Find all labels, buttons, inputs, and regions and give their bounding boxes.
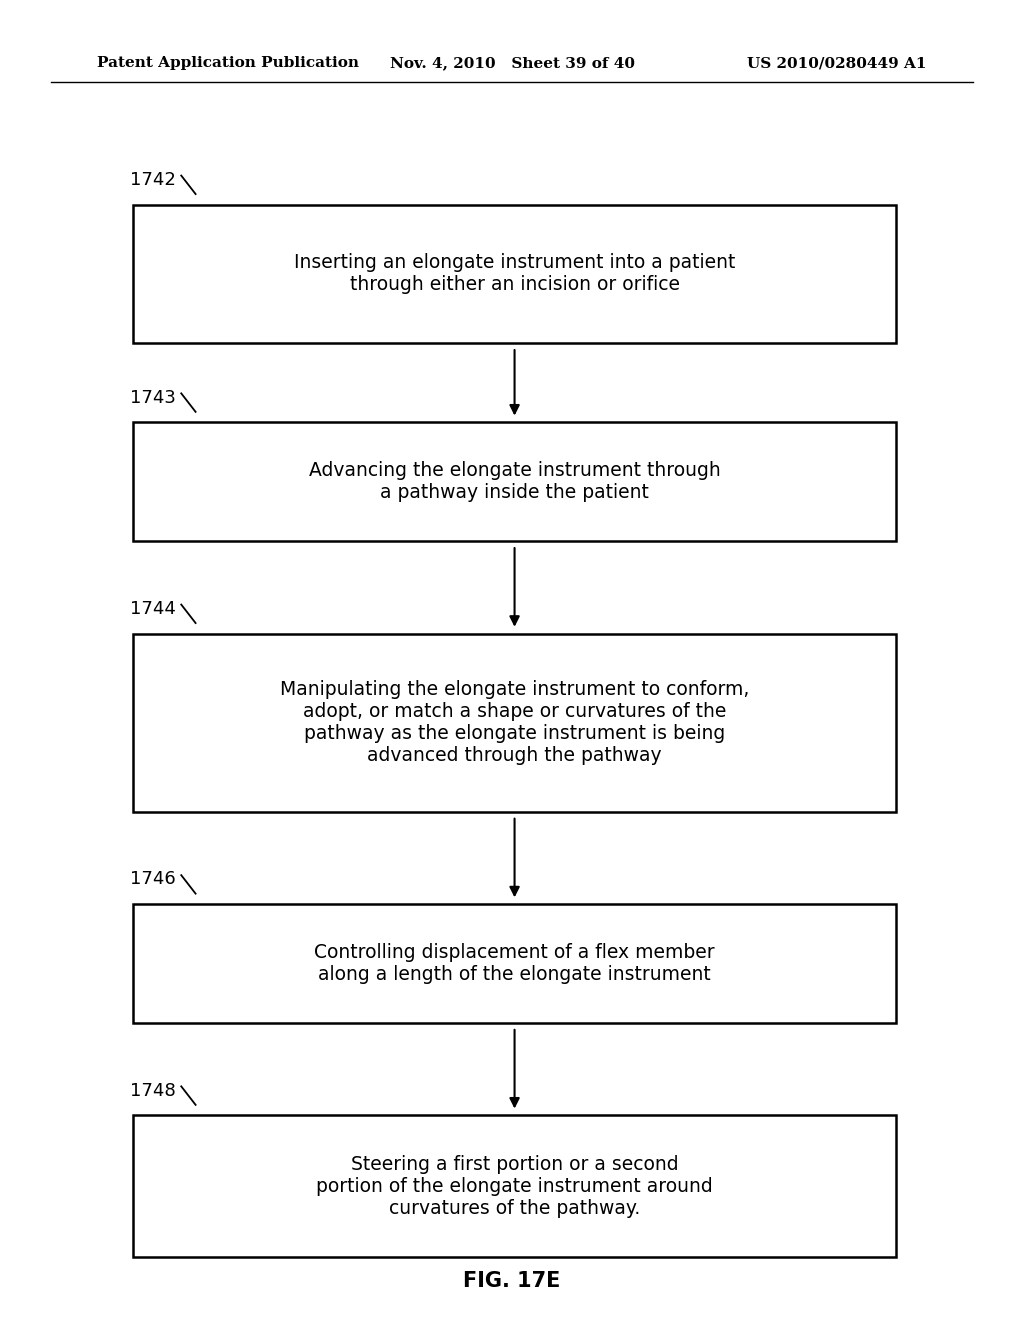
Text: 1748: 1748 xyxy=(130,1081,176,1100)
Text: Controlling displacement of a flex member
along a length of the elongate instrum: Controlling displacement of a flex membe… xyxy=(314,942,715,985)
Text: Inserting an elongate instrument into a patient
through either an incision or or: Inserting an elongate instrument into a … xyxy=(294,253,735,294)
Text: Advancing the elongate instrument through
a pathway inside the patient: Advancing the elongate instrument throug… xyxy=(308,461,721,503)
Text: 1746: 1746 xyxy=(130,870,176,888)
Text: Nov. 4, 2010   Sheet 39 of 40: Nov. 4, 2010 Sheet 39 of 40 xyxy=(389,57,635,70)
Text: 1743: 1743 xyxy=(130,388,176,407)
Text: Steering a first portion or a second
portion of the elongate instrument around
c: Steering a first portion or a second por… xyxy=(316,1155,713,1217)
Bar xyxy=(133,422,896,541)
Bar xyxy=(133,205,896,343)
Text: 1742: 1742 xyxy=(130,170,176,189)
Bar xyxy=(133,634,896,812)
Text: FIG. 17E: FIG. 17E xyxy=(463,1271,561,1291)
Text: 1744: 1744 xyxy=(130,599,176,618)
Bar xyxy=(133,1115,896,1257)
Text: Patent Application Publication: Patent Application Publication xyxy=(97,57,359,70)
Text: US 2010/0280449 A1: US 2010/0280449 A1 xyxy=(748,57,927,70)
Text: Manipulating the elongate instrument to conform,
adopt, or match a shape or curv: Manipulating the elongate instrument to … xyxy=(280,680,750,766)
Bar xyxy=(133,904,896,1023)
